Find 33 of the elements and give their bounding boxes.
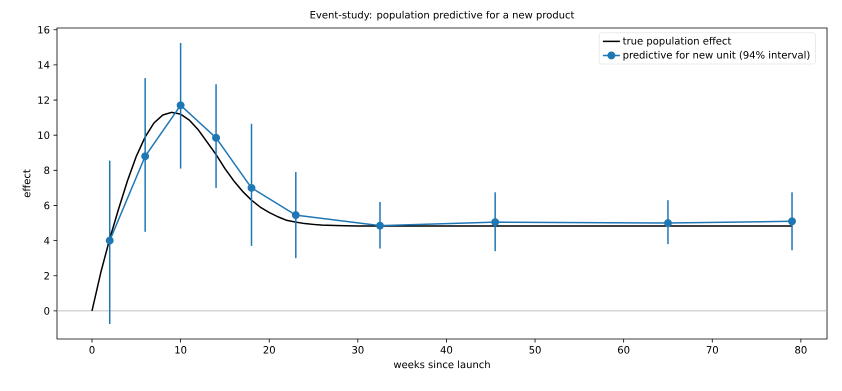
x-tick-label: 60 <box>618 346 630 354</box>
point <box>491 218 500 226</box>
x-axis-title: weeks since launch <box>394 360 490 368</box>
x-tick-label: 20 <box>264 346 275 354</box>
x-tick-label: 40 <box>440 346 452 354</box>
legend-label: predictive for new unit (94% interval) <box>624 50 810 61</box>
chart-title: Event-study: population predictive for a new product <box>310 10 574 20</box>
point <box>141 152 150 160</box>
x-tick-label: 30 <box>352 346 364 354</box>
y-tick-label: 12 <box>38 96 49 104</box>
y-tick-label: 0 <box>44 307 50 315</box>
y-axis-title: effect <box>22 169 30 198</box>
point <box>106 236 114 245</box>
x-tick-label: 50 <box>529 346 541 354</box>
point <box>176 101 185 110</box>
point <box>376 222 384 230</box>
legend-label: true population effect <box>622 36 732 47</box>
y-tick-label: 2 <box>44 272 49 280</box>
point <box>292 211 300 220</box>
x-tick-label: 80 <box>795 346 807 354</box>
point <box>664 219 672 227</box>
y-tick-label: 16 <box>38 26 50 34</box>
y-tick-label: 10 <box>38 131 50 139</box>
y-tick-label: 8 <box>44 166 50 174</box>
y-tick-label: 6 <box>44 202 50 210</box>
point <box>212 134 220 142</box>
x-tick-label: 0 <box>89 346 95 354</box>
x-tick-label: 70 <box>706 346 718 354</box>
point <box>788 217 796 226</box>
point <box>248 184 256 192</box>
y-tick-label: 14 <box>38 61 50 69</box>
y-tick-label: 4 <box>44 236 50 244</box>
x-tick-label: 10 <box>175 346 186 354</box>
